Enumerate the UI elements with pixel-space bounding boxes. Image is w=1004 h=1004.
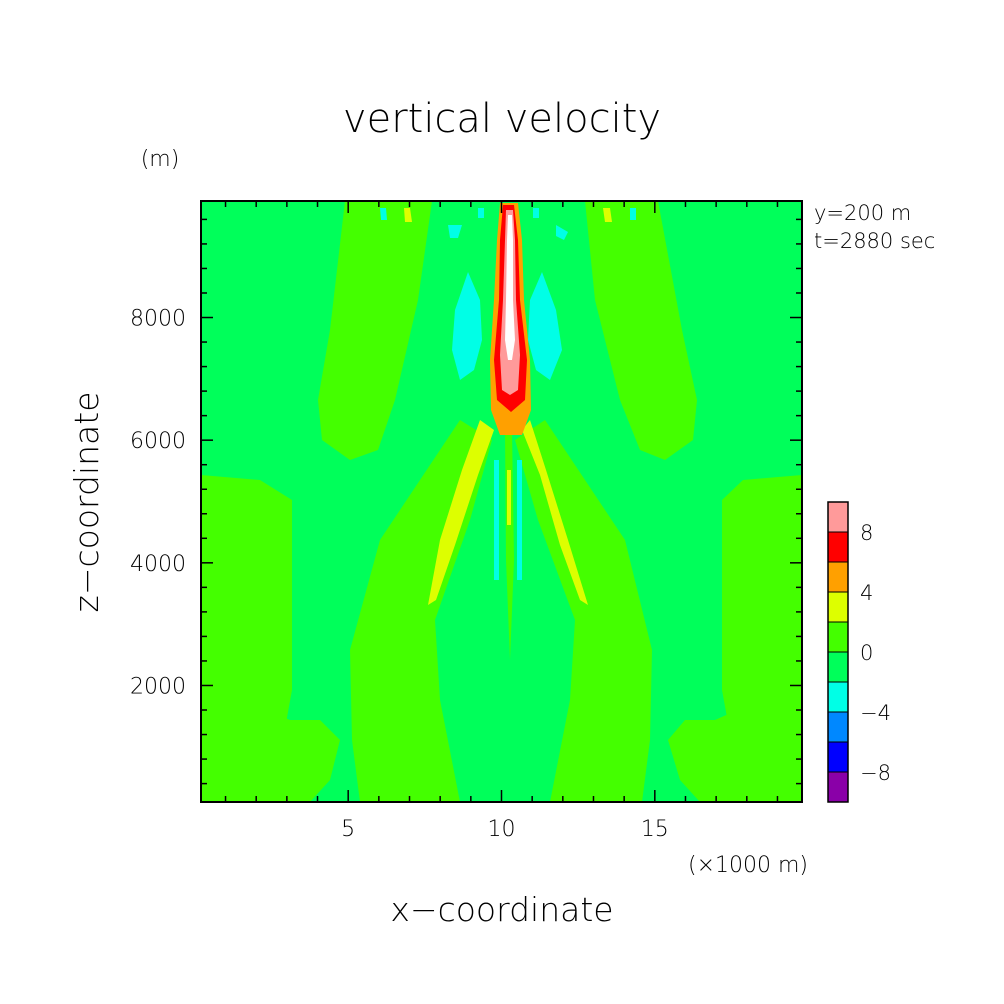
contour-band-neg-4-2 [494, 460, 499, 580]
x-axis-label: x−coordinate [390, 890, 613, 929]
y-tick-labels: 2000 4000 6000 8000 [130, 307, 186, 700]
contour-band-0-2 [201, 690, 340, 802]
contour-band-0-2 [515, 420, 652, 802]
legend-tick-label: 4 [860, 581, 873, 605]
legend-frame [827, 501, 849, 803]
contour-band-0-2 [668, 690, 802, 802]
axis-ticks [201, 201, 802, 802]
legend-swatch [827, 651, 849, 683]
contour-band-neg-4-2 [528, 272, 562, 380]
contour-band-neg-4-2 [556, 225, 568, 240]
contour-band-2-4 [522, 420, 588, 605]
annotation-y: y=200 m [814, 201, 911, 225]
legend-swatch [827, 711, 849, 743]
legend-swatch [827, 561, 849, 593]
contour-band-2-4 [404, 208, 412, 222]
contour-band-0-2 [585, 201, 697, 460]
y-unit-label: (m) [141, 147, 180, 172]
legend-swatch [827, 741, 849, 773]
legend-swatch [827, 591, 849, 623]
chart-title: vertical velocity [343, 96, 661, 142]
x-tick-label: 10 [488, 817, 516, 842]
x-tick-label: 15 [641, 817, 669, 842]
contour-band-neg-4-2 [452, 272, 482, 380]
color-legend: 8 4 0 −4 −8 [827, 501, 891, 803]
contour-band-neg-4-2 [380, 208, 387, 220]
y-tick-label: 6000 [130, 429, 186, 454]
contour-band-neg-4-2 [533, 208, 539, 218]
plot-area [200, 200, 803, 803]
contour-band-neg-4-2 [517, 460, 522, 580]
y-tick-label: 8000 [130, 307, 186, 332]
annotations: y=200 m t=2880 sec [814, 201, 935, 253]
y-tick-label: 4000 [130, 552, 186, 577]
contour-band-above-10 [505, 215, 515, 360]
x-tick-label: 5 [341, 817, 355, 842]
legend-tick-label: 8 [860, 521, 873, 545]
y-axis-label: z−coordinate [67, 392, 106, 613]
legend-swatch [827, 771, 849, 803]
legend-tick-label: −8 [860, 761, 891, 785]
contour-band-2-4 [507, 470, 511, 525]
legend-tick-label: 0 [860, 641, 873, 665]
contour-fills [201, 201, 802, 802]
contour-band-neg-4-2 [630, 208, 636, 220]
legend-swatch [827, 531, 849, 563]
contour-band-2-4 [428, 420, 494, 605]
x-unit-label: (×1000 m) [688, 853, 808, 878]
legend-tick-label: −4 [860, 701, 891, 725]
x-tick-labels: 5 10 15 [341, 817, 669, 842]
contour-band-neg-4-2 [478, 208, 484, 218]
annotation-t: t=2880 sec [814, 229, 935, 253]
legend-swatch [827, 621, 849, 653]
legend-swatch [827, 681, 849, 713]
contour-band-0-2 [318, 201, 432, 460]
contour-band-2-4 [603, 208, 612, 222]
y-tick-label: 2000 [130, 674, 186, 699]
legend-swatch [827, 501, 849, 533]
contour-band-neg-4-2 [448, 225, 462, 238]
